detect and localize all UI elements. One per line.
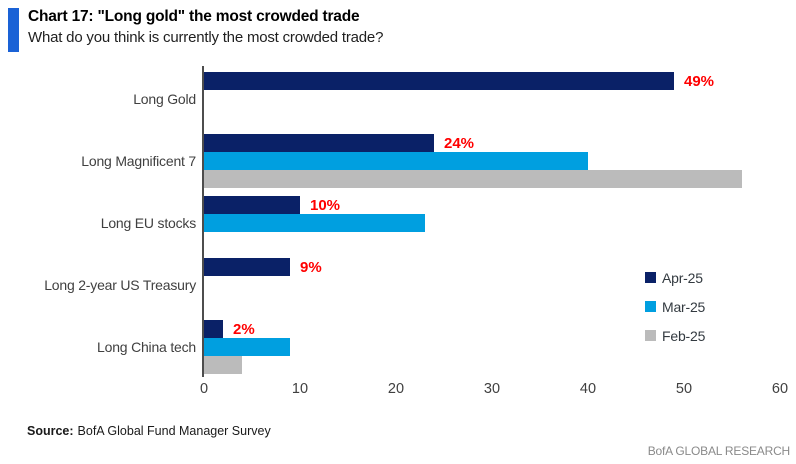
bar-mar-25-2	[204, 152, 588, 170]
x-axis-tick-label: 30	[483, 381, 501, 397]
x-axis-tick-label: 40	[579, 381, 597, 397]
bar-feb-25-5	[204, 356, 242, 374]
bar-apr-25-5	[204, 320, 223, 338]
bar-apr-25-3	[204, 196, 300, 214]
legend-swatch-icon	[645, 330, 656, 341]
value-label: 9%	[300, 259, 322, 276]
x-axis-tick-label: 10	[291, 381, 309, 397]
bar-mar-25-5	[204, 338, 290, 356]
value-label: 49%	[684, 73, 715, 90]
category-label: Long Magnificent 7	[81, 153, 196, 169]
legend-swatch-icon	[645, 301, 656, 312]
category-label: Long EU stocks	[100, 215, 196, 231]
category-label: Long Gold	[133, 91, 196, 107]
value-label: 2%	[233, 321, 255, 338]
legend-item-feb-25: Feb-25	[645, 327, 706, 344]
grouped-bar-chart: Long Gold 49% Long Magnificent 7 24% Long EU…	[44, 66, 789, 397]
value-label: 10%	[310, 197, 341, 214]
chart-legend: Apr-25 Mar-25 Feb-25	[645, 270, 705, 357]
x-axis-tick-label: 50	[675, 381, 693, 397]
category-label: Long 2-year US Treasury	[44, 277, 196, 293]
bar-mar-25-3	[204, 214, 425, 232]
legend-item-apr-25: Apr-25	[645, 269, 705, 286]
chart-title: Chart 17: "Long gold" the most crowded t…	[28, 8, 360, 25]
source-text: BofA Global Fund Manager Survey	[77, 424, 271, 438]
x-axis-tick-label: 60	[771, 381, 789, 397]
y-axis-line	[202, 66, 204, 377]
value-label: 24%	[444, 135, 475, 152]
source-line: Source: BofA Global Fund Manager Survey	[27, 424, 271, 438]
chart-subtitle: What do you think is currently the most …	[28, 29, 384, 46]
bar-feb-25-2	[204, 170, 742, 188]
bar-apr-25-1	[204, 72, 674, 90]
legend-swatch-icon	[645, 272, 656, 283]
x-axis-tick-label: 0	[199, 381, 209, 397]
legend-label: Mar-25	[662, 298, 706, 315]
legend-item-mar-25: Mar-25	[645, 298, 706, 315]
bar-apr-25-4	[204, 258, 290, 276]
source-label: Source:	[27, 424, 74, 438]
category-label: Long China tech	[97, 339, 196, 355]
brand-text: BofA GLOBAL RESEARCH	[647, 444, 790, 458]
bar-apr-25-2	[204, 134, 434, 152]
legend-label: Feb-25	[662, 327, 706, 344]
legend-label: Apr-25	[662, 269, 703, 286]
title-accent-bar	[8, 8, 19, 52]
x-axis-tick-label: 20	[387, 381, 405, 397]
